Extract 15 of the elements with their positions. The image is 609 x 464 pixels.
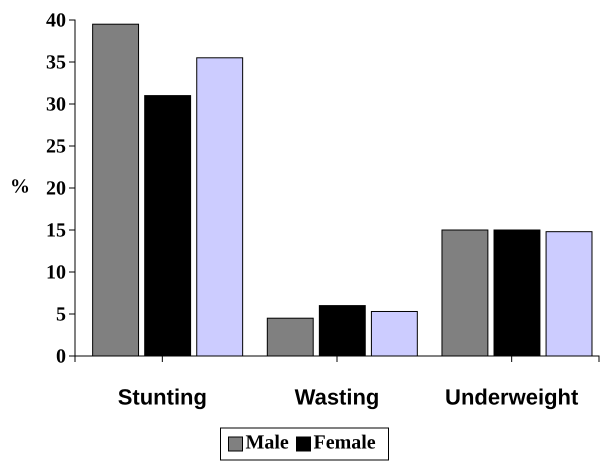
x-tick-label: Stunting (118, 384, 207, 410)
y-tick-label: 10 (46, 261, 66, 284)
y-axis-title: % (10, 176, 30, 198)
y-tick-label: 0 (56, 345, 66, 368)
y-tick-label: 5 (56, 303, 66, 326)
legend-label: Female (314, 432, 376, 454)
legend-label: Male (246, 432, 289, 454)
y-tick-label: 30 (46, 93, 66, 116)
y-tick-label: 20 (46, 177, 66, 200)
x-tick-label: Wasting (294, 384, 380, 410)
x-tick-label: Underweight (445, 384, 579, 410)
y-tick-label: 35 (46, 51, 66, 74)
y-tick-label: 15 (46, 219, 66, 242)
y-tick-label: 40 (46, 9, 66, 32)
y-tick-label: 25 (46, 135, 66, 158)
